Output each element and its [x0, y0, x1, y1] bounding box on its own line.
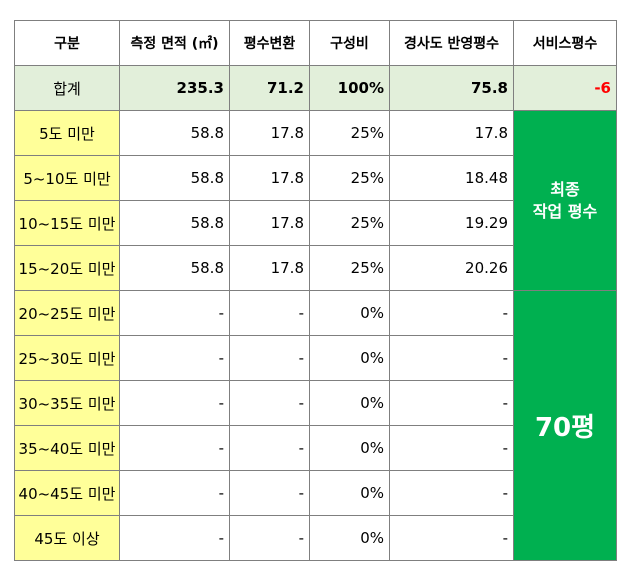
row-area: -: [119, 470, 230, 516]
row-pyeong: -: [229, 515, 310, 561]
total-pyeong: 71.2: [229, 65, 310, 111]
row-area: 58.8: [119, 245, 230, 291]
row-pyeong: 17.8: [229, 110, 310, 156]
table-row: 20~25도 미만 - - 0% - 70평: [14, 290, 617, 561]
total-adjusted: 75.8: [389, 65, 514, 111]
row-adjusted: -: [389, 470, 514, 516]
table-row: 5도 미만 58.8 17.8 25% 17.8 최종 작업 평수: [14, 110, 617, 291]
row-area: -: [119, 380, 230, 426]
header-composition-ratio: 구성비: [309, 20, 390, 66]
table-row: 35~40도 미만 - - 0% -: [14, 425, 617, 471]
row-ratio: 0%: [309, 290, 390, 336]
header-slope-adjusted-pyeong: 경사도 반영평수: [389, 20, 514, 66]
row-adjusted: -: [389, 515, 514, 561]
row-ratio: 25%: [309, 245, 390, 291]
row-label: 20~25도 미만: [14, 290, 120, 336]
row-area: 58.8: [119, 110, 230, 156]
final-pyeong-value: 70평: [534, 413, 596, 443]
header-row: 구분 측정 면적 (㎡) 평수변환 구성비 경사도 반영평수 서비스평수: [14, 20, 617, 66]
row-label: 35~40도 미만: [14, 425, 120, 471]
row-adjusted: 18.48: [389, 155, 514, 201]
header-service-pyeong: 서비스평수: [513, 20, 617, 66]
row-ratio: 0%: [309, 515, 390, 561]
row-ratio: 25%: [309, 110, 390, 156]
row-ratio: 25%: [309, 200, 390, 246]
row-area: -: [119, 290, 230, 336]
row-adjusted: -: [389, 335, 514, 381]
row-pyeong: -: [229, 290, 310, 336]
row-pyeong: -: [229, 470, 310, 516]
row-ratio: 0%: [309, 335, 390, 381]
row-adjusted: 19.29: [389, 200, 514, 246]
table-row: 40~45도 미만 - - 0% -: [14, 470, 617, 516]
final-pyeong-cell: 70평: [513, 290, 617, 561]
row-pyeong: 17.8: [229, 245, 310, 291]
row-label: 15~20도 미만: [14, 245, 120, 291]
row-ratio: 0%: [309, 470, 390, 516]
total-area: 235.3: [119, 65, 230, 111]
row-label: 5도 미만: [14, 110, 120, 156]
row-area: 58.8: [119, 200, 230, 246]
row-ratio: 25%: [309, 155, 390, 201]
final-work-label-line2: 작업 평수: [532, 201, 598, 221]
row-ratio: 0%: [309, 380, 390, 426]
row-adjusted: 17.8: [389, 110, 514, 156]
row-area: -: [119, 335, 230, 381]
row-adjusted: -: [389, 290, 514, 336]
total-service: -6: [513, 65, 617, 111]
row-pyeong: -: [229, 335, 310, 381]
row-pyeong: -: [229, 380, 310, 426]
table-row: 30~35도 미만 - - 0% -: [14, 380, 617, 426]
row-label: 5~10도 미만: [14, 155, 120, 201]
header-category: 구분: [14, 20, 120, 66]
header-pyeong-conversion: 평수변환: [229, 20, 310, 66]
header-measured-area: 측정 면적 (㎡): [119, 20, 230, 66]
table-row: 5~10도 미만 58.8 17.8 25% 18.48: [14, 155, 617, 201]
row-label: 40~45도 미만: [14, 470, 120, 516]
row-pyeong: 17.8: [229, 200, 310, 246]
final-work-pyeong-cell: 최종 작업 평수: [513, 110, 617, 291]
row-pyeong: 17.8: [229, 155, 310, 201]
row-label: 25~30도 미만: [14, 335, 120, 381]
row-pyeong: -: [229, 425, 310, 471]
table-row: 25~30도 미만 - - 0% -: [14, 335, 617, 381]
row-ratio: 0%: [309, 425, 390, 471]
row-adjusted: -: [389, 380, 514, 426]
row-adjusted: 20.26: [389, 245, 514, 291]
row-adjusted: -: [389, 425, 514, 471]
row-area: 58.8: [119, 155, 230, 201]
final-work-label-line1: 최종: [550, 179, 580, 199]
table-row: 10~15도 미만 58.8 17.8 25% 19.29: [14, 200, 617, 246]
row-label: 10~15도 미만: [14, 200, 120, 246]
table-row: 15~20도 미만 58.8 17.8 25% 20.26: [14, 245, 617, 291]
slope-area-table: 구분 측정 면적 (㎡) 평수변환 구성비 경사도 반영평수 서비스평수 합계 …: [14, 20, 617, 561]
total-ratio: 100%: [309, 65, 390, 111]
row-area: -: [119, 515, 230, 561]
total-label: 합계: [14, 65, 120, 111]
row-area: -: [119, 425, 230, 471]
total-row: 합계 235.3 71.2 100% 75.8 -6: [14, 65, 617, 111]
table-row: 45도 이상 - - 0% -: [14, 515, 617, 561]
row-label: 45도 이상: [14, 515, 120, 561]
row-label: 30~35도 미만: [14, 380, 120, 426]
